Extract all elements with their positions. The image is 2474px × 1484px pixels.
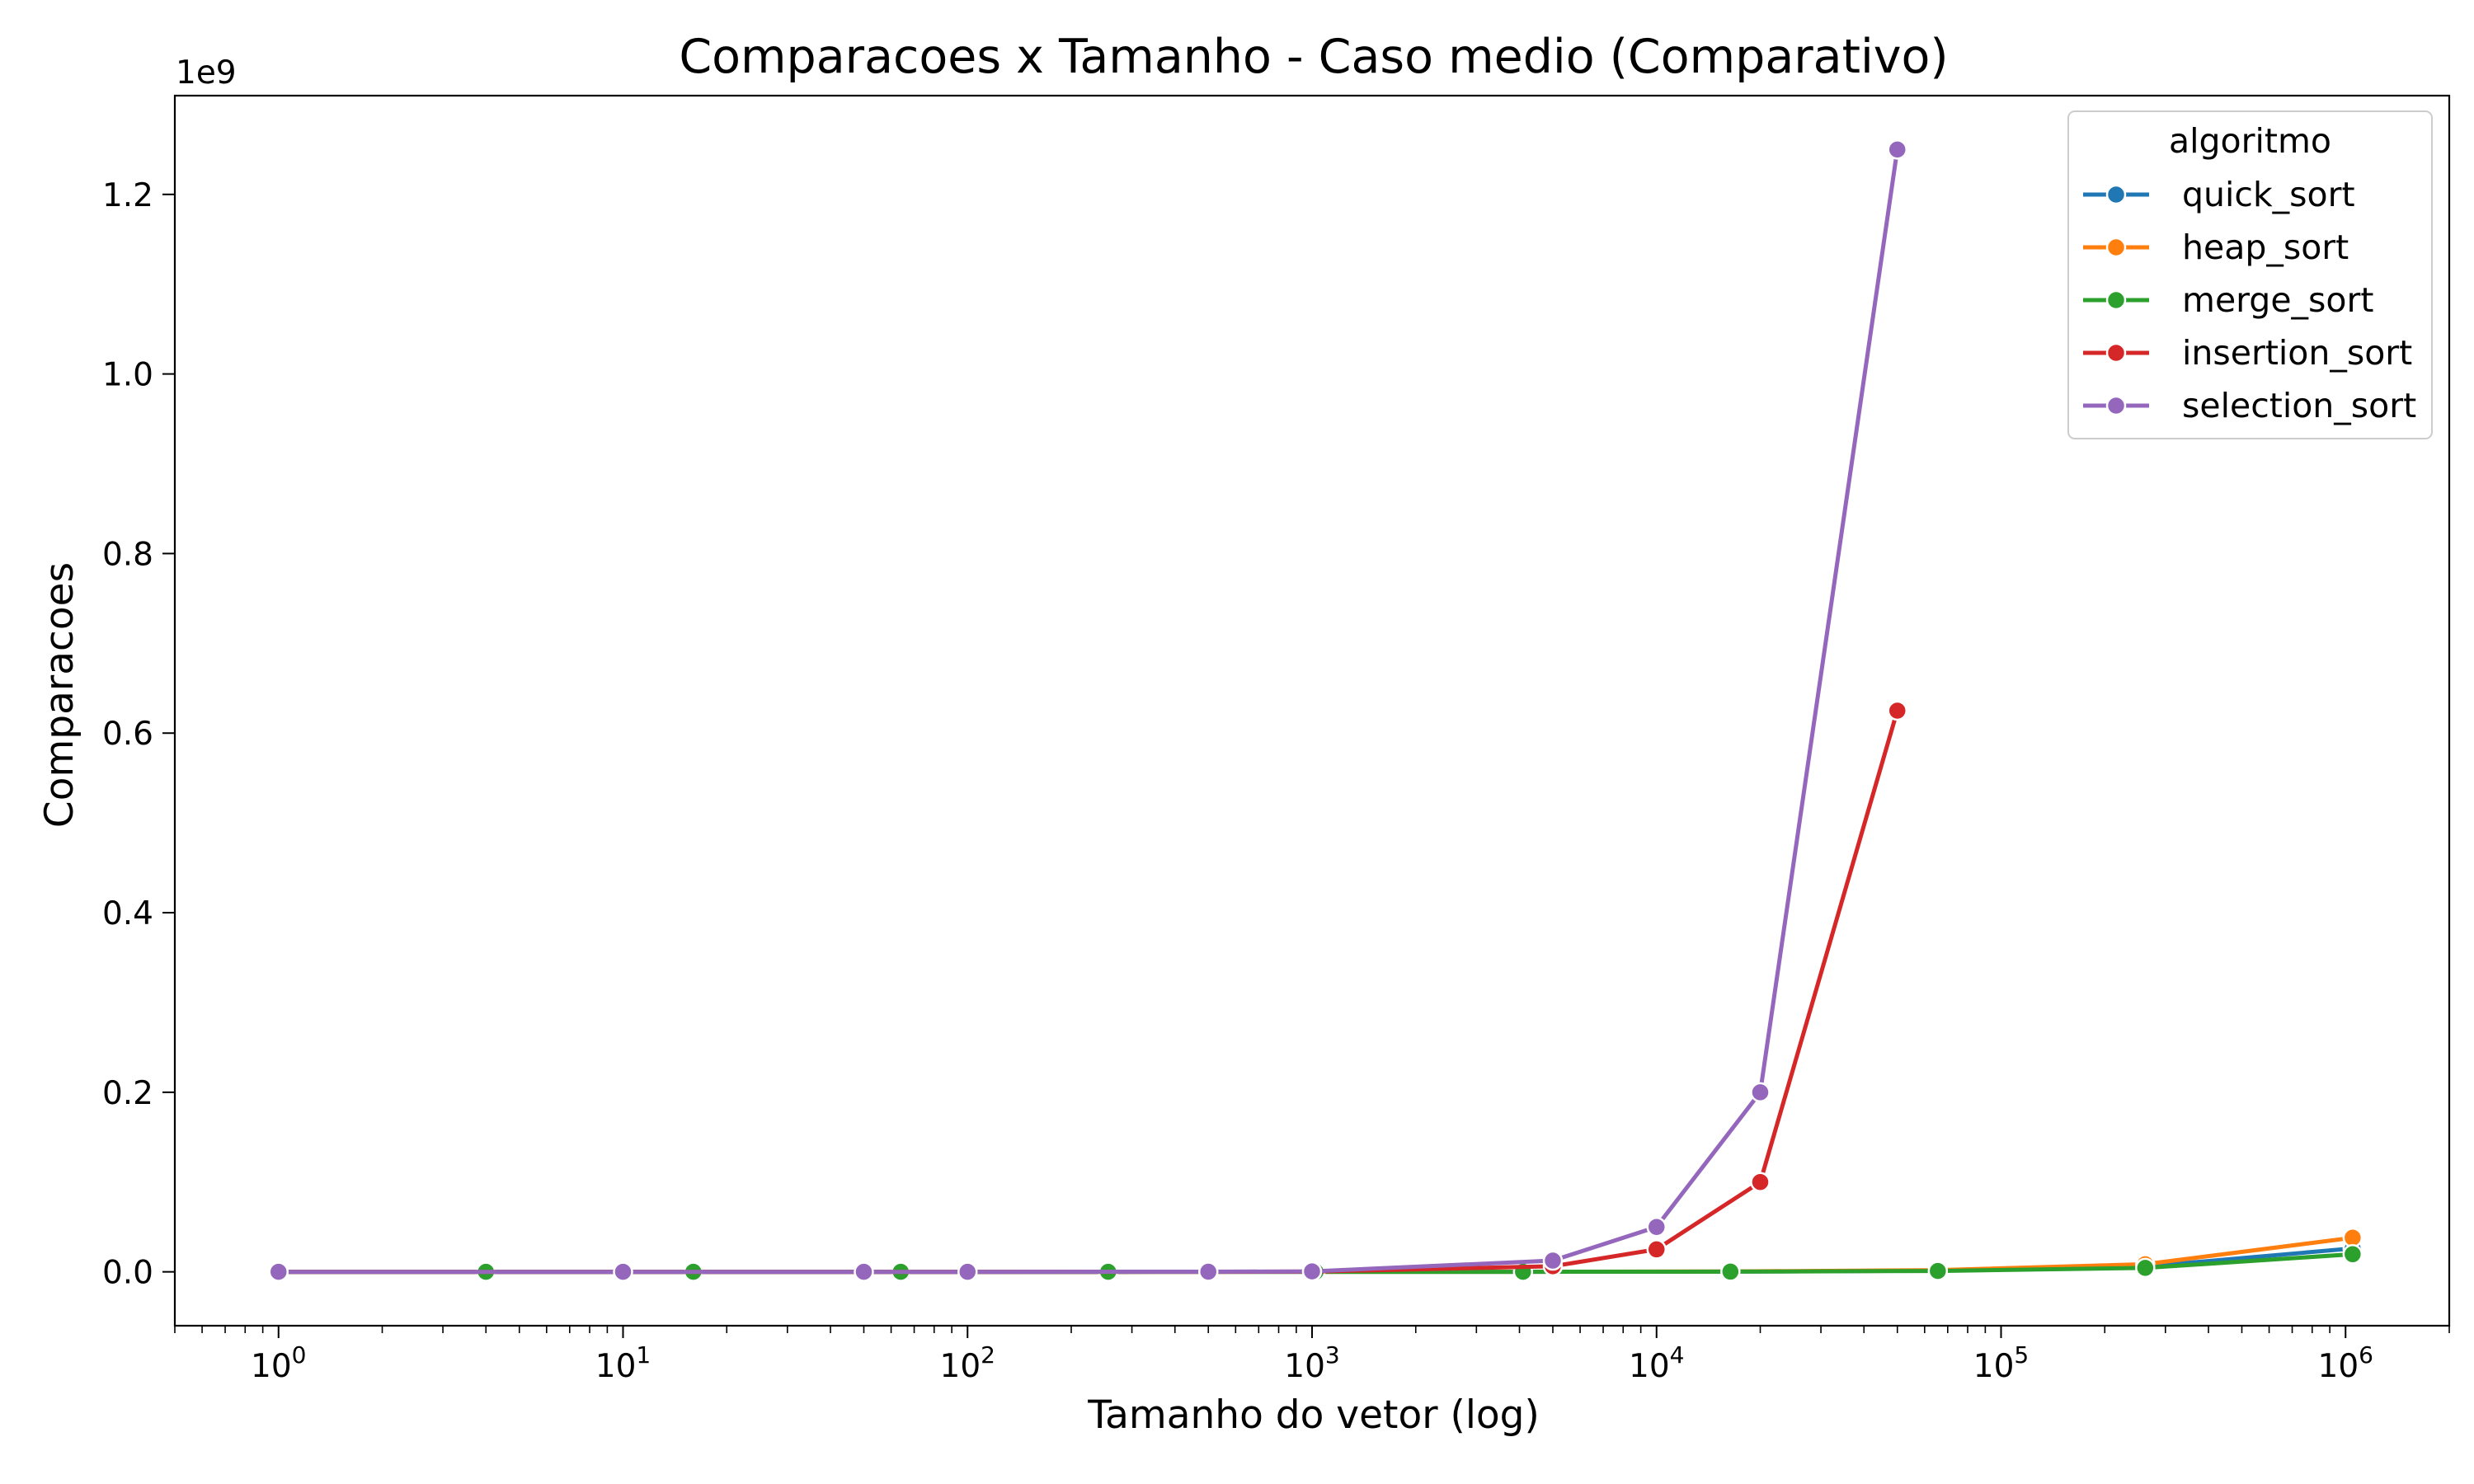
y-axis-offset-label: 1e9 bbox=[176, 54, 237, 92]
data-point-merge_sort bbox=[2342, 1244, 2363, 1265]
data-point-selection_sort bbox=[1887, 139, 1907, 160]
data-point-merge_sort bbox=[1927, 1261, 1949, 1281]
y-tick-label: 1.2 bbox=[102, 177, 153, 214]
x-tick-label: 106 bbox=[2318, 1341, 2373, 1385]
x-tick-label: 100 bbox=[251, 1341, 306, 1385]
series-line-insertion_sort bbox=[276, 708, 1900, 1275]
data-point-merge_sort bbox=[2135, 1257, 2156, 1279]
legend-entry-heap_sort: heap_sort bbox=[2083, 228, 2349, 267]
data-point-selection_sort bbox=[957, 1261, 978, 1282]
series-insertion_sort bbox=[268, 700, 1907, 1282]
chart-title: Comparacoes x Tamanho - Caso medio (Comp… bbox=[679, 30, 1948, 84]
series-layer bbox=[268, 139, 2363, 1282]
data-point-selection_sort bbox=[854, 1261, 874, 1282]
x-tick-label: 102 bbox=[940, 1341, 995, 1385]
legend: algoritmo quick_sort heap_sort merge_sortin… bbox=[2067, 110, 2433, 439]
legend-swatch-marker bbox=[2105, 237, 2127, 258]
y-tick-label: 0.4 bbox=[102, 895, 153, 932]
legend-label: merge_sort bbox=[2182, 280, 2373, 320]
y-axis-ticks: 0.0 0.2 0.4 0.6 0.8 1.0 1.2 bbox=[102, 177, 175, 1292]
data-point-selection_sort bbox=[613, 1261, 633, 1282]
data-point-selection_sort bbox=[1646, 1216, 1667, 1237]
legend-entry-merge_sort: merge_sort bbox=[2083, 280, 2373, 320]
x-axis-ticks: 100 101 102 103 104 105 106 bbox=[174, 1326, 2450, 1385]
y-tick-label: 1.0 bbox=[102, 357, 153, 394]
legend-title: algoritmo bbox=[2169, 121, 2331, 161]
series-selection_sort bbox=[268, 139, 1907, 1282]
y-tick-label: 0.0 bbox=[102, 1255, 153, 1292]
x-axis-label: Tamanho do vetor (log) bbox=[1087, 1392, 1540, 1438]
data-point-insertion_sort bbox=[1646, 1239, 1667, 1260]
legend-entry-insertion_sort: insertion_sort bbox=[2083, 333, 2412, 373]
legend-swatch-marker bbox=[2105, 395, 2127, 416]
y-tick-label: 0.8 bbox=[102, 536, 153, 573]
data-point-merge_sort bbox=[1720, 1261, 1741, 1282]
data-point-insertion_sort bbox=[1750, 1172, 1771, 1193]
data-point-selection_sort bbox=[1301, 1261, 1323, 1282]
legend-entry-quick_sort: quick_sort bbox=[2083, 175, 2355, 214]
x-tick-label: 104 bbox=[1629, 1341, 1684, 1385]
data-point-selection_sort bbox=[1542, 1250, 1564, 1271]
data-point-heap_sort bbox=[2342, 1228, 2363, 1248]
legend-swatch-marker bbox=[2105, 342, 2127, 364]
legend-label: selection_sort bbox=[2182, 386, 2416, 425]
series-line-selection_sort bbox=[276, 147, 1900, 1275]
y-tick-label: 0.6 bbox=[102, 716, 153, 753]
y-axis-label: Comparacoes bbox=[37, 562, 82, 828]
data-point-selection_sort bbox=[1197, 1261, 1219, 1282]
data-point-selection_sort bbox=[1750, 1082, 1771, 1103]
legend-label: quick_sort bbox=[2182, 175, 2355, 214]
legend-swatch-marker bbox=[2105, 289, 2127, 311]
data-point-selection_sort bbox=[268, 1261, 289, 1282]
legend-label: insertion_sort bbox=[2182, 333, 2412, 373]
legend-swatch-marker bbox=[2105, 184, 2127, 205]
data-point-insertion_sort bbox=[1887, 700, 1907, 721]
x-tick-label: 105 bbox=[1973, 1341, 2029, 1385]
legend-label: heap_sort bbox=[2182, 228, 2349, 267]
legend-entry-selection_sort: selection_sort bbox=[2083, 386, 2416, 425]
legend-box bbox=[2067, 110, 2433, 439]
x-tick-label: 101 bbox=[595, 1341, 651, 1385]
x-tick-label: 103 bbox=[1284, 1341, 1339, 1385]
y-tick-label: 0.2 bbox=[102, 1075, 153, 1112]
